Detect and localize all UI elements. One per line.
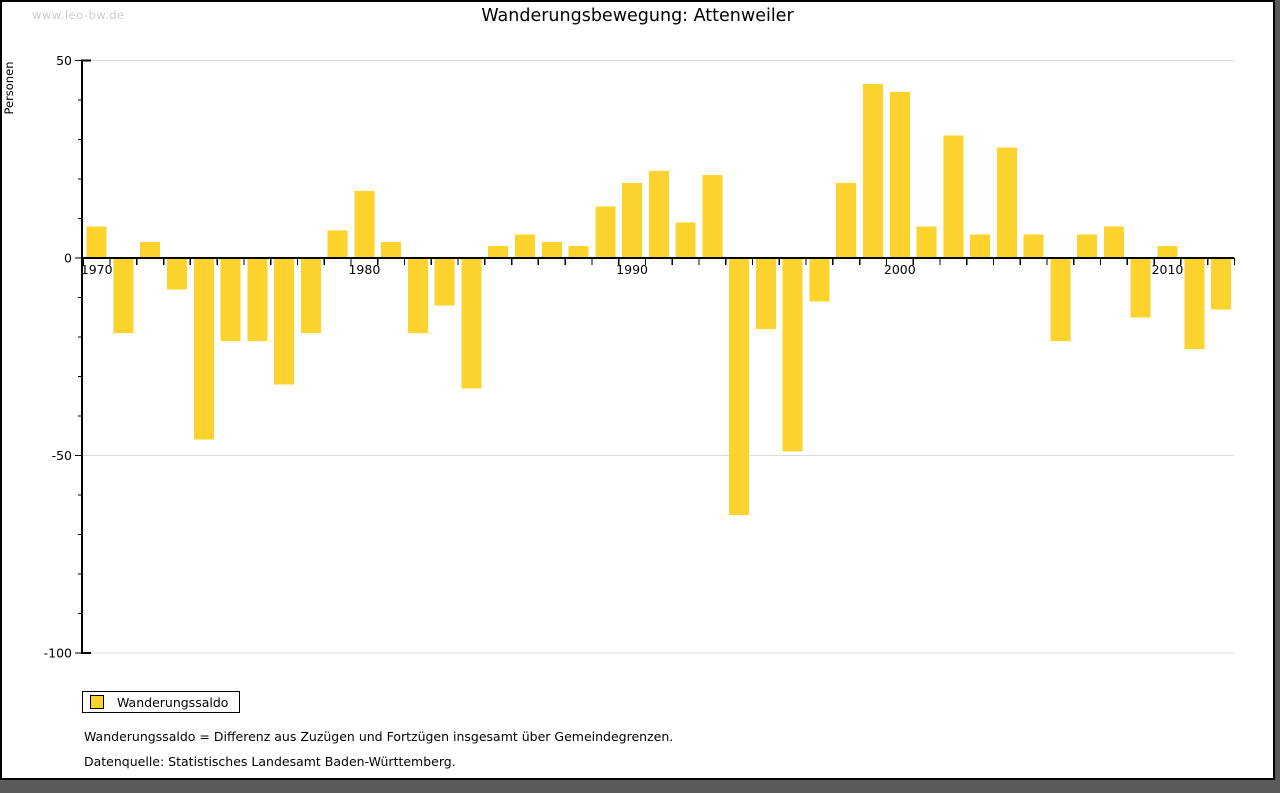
chart-page: www.leo-bw.de Wanderungsbewegung: Attenw…: [0, 0, 1275, 780]
y-tick-label-0: 0: [64, 251, 72, 266]
bar-2006: [1050, 258, 1071, 341]
bar-1988: [568, 246, 589, 258]
bar-1978: [300, 258, 321, 334]
bar-1995: [755, 258, 776, 330]
bar-2012: [1211, 258, 1232, 310]
legend: Wanderungssaldo: [82, 691, 240, 713]
chart-title: Wanderungsbewegung: Attenweiler: [481, 6, 794, 26]
bar-2010: [1157, 246, 1178, 258]
x-tick-label-1990: 1990: [616, 262, 648, 277]
bar-1990: [622, 182, 643, 258]
bar-2009: [1130, 258, 1151, 318]
y-tick-label--50: -50: [52, 448, 72, 463]
bar-1993: [702, 175, 723, 258]
watermark: www.leo-bw.de: [32, 8, 125, 22]
bar-1981: [381, 242, 402, 258]
legend-label: Wanderungssaldo: [117, 694, 229, 710]
y-tick-label--100: -100: [44, 646, 72, 661]
bar-1972: [140, 242, 161, 258]
bar-2011: [1184, 258, 1205, 349]
bar-1971: [113, 258, 134, 334]
bar-2000: [889, 92, 910, 258]
y-tick-label-50: 50: [56, 53, 72, 68]
bar-1999: [863, 84, 884, 258]
bar-2002: [943, 135, 964, 258]
bar-1977: [274, 258, 295, 385]
legend-swatch-icon: [90, 695, 104, 709]
x-tick-label-2000: 2000: [884, 262, 916, 277]
bar-1994: [729, 258, 750, 515]
bar-2001: [916, 226, 937, 258]
bar-1989: [595, 206, 616, 258]
bar-1980: [354, 190, 375, 258]
bar-1985: [488, 246, 509, 258]
bar-1984: [461, 258, 482, 389]
bar-2004: [996, 147, 1017, 258]
bar-1979: [327, 230, 348, 258]
bar-1996: [782, 258, 803, 452]
bar-1992: [675, 222, 696, 258]
footnote-source: Datenquelle: Statistisches Landesamt Bad…: [84, 754, 456, 769]
bar-1982: [407, 258, 428, 334]
bar-2007: [1077, 234, 1098, 258]
bar-1997: [809, 258, 830, 302]
bar-1998: [836, 182, 857, 258]
footnote-definition: Wanderungssaldo = Differenz aus Zuzügen …: [84, 729, 674, 744]
bar-1983: [434, 258, 455, 306]
bar-1975: [220, 258, 241, 341]
bar-1970: [86, 226, 107, 258]
bar-1991: [648, 171, 669, 258]
bar-1987: [541, 242, 562, 258]
bar-2008: [1103, 226, 1124, 258]
bar-2005: [1023, 234, 1044, 258]
bar-1973: [166, 258, 187, 290]
x-tick-label-2010: 2010: [1152, 262, 1184, 277]
x-tick-label-1970: 1970: [81, 262, 113, 277]
x-tick-label-1980: 1980: [348, 262, 380, 277]
bar-1976: [247, 258, 268, 341]
bar-1986: [515, 234, 536, 258]
bar-1974: [193, 258, 214, 440]
bar-2003: [970, 234, 991, 258]
